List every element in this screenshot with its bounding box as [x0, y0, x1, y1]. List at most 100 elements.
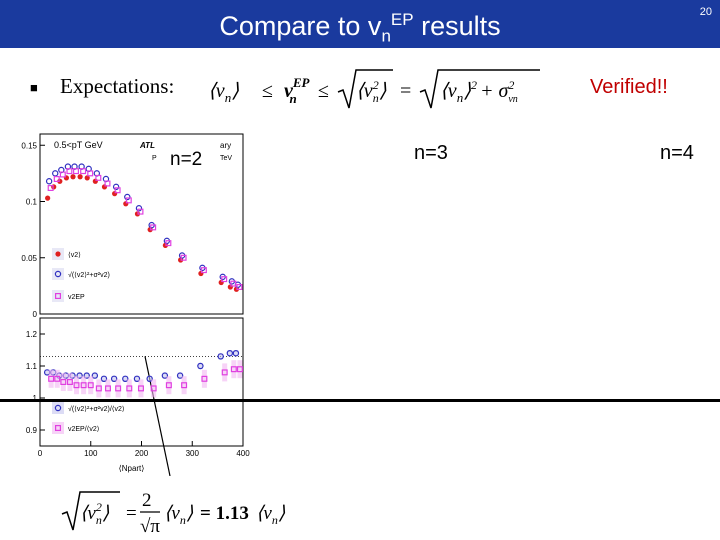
- atlas-plot: 0.15 0.1 0.05 0 1.2 1.1 1 0.9 0 100 200 300 400 ⟨Npar…: [21, 133, 250, 476]
- n2-label: n=2: [170, 149, 202, 170]
- verified-label: Verified!!: [590, 76, 668, 98]
- top-point-red: [77, 174, 83, 180]
- top-point-magenta: [95, 174, 102, 181]
- bottom-point-magenta: [230, 366, 237, 373]
- bottom-rhs2: ⟨vn⟩: [256, 503, 286, 527]
- top-point-magenta: [53, 175, 60, 182]
- bottom-point-magenta: [115, 385, 122, 392]
- legend-label: ⟨v2⟩: [68, 251, 81, 259]
- top-point-magenta: [66, 168, 73, 175]
- top-point-magenta: [200, 267, 207, 274]
- bottom-point-blue: [122, 375, 129, 382]
- bottom-point-magenta: [236, 366, 243, 373]
- bottom-x-tick-label: 400: [236, 449, 250, 458]
- bullet-marker: ■: [30, 80, 38, 95]
- n4-label: n=4: [660, 142, 694, 164]
- top-y-tick-label: 0.05: [21, 254, 37, 263]
- top-y-tick-label: 0: [33, 310, 38, 319]
- bottom-x-tick-label: 0: [38, 449, 43, 458]
- formula-lhs: ⟨vn⟩: [208, 80, 239, 105]
- bottom-rhs: ⟨vn⟩: [164, 503, 194, 527]
- top-point-magenta: [73, 168, 80, 175]
- top-point-blue: [135, 205, 143, 212]
- bottom-error-band: [84, 372, 90, 379]
- bottom-error-band: [138, 379, 144, 398]
- bottom-point-blue: [226, 349, 234, 357]
- top-point-red: [57, 178, 63, 184]
- bottom-y-tick-label: 0.9: [26, 426, 38, 435]
- bottom-legend-label: v2EP/⟨v2⟩: [68, 425, 100, 433]
- bottom-point-magenta: [221, 369, 228, 376]
- bottom-point-blue: [76, 372, 83, 379]
- bottom-error-band: [92, 372, 98, 379]
- top-point-magenta: [104, 180, 111, 187]
- bottom-legend-label: √(⟨v2⟩²+σ²v2)/⟨v2⟩: [68, 405, 125, 413]
- top-point-magenta: [114, 187, 121, 194]
- bottom-error-band: [181, 376, 187, 395]
- bottom-y-tick-label: 1: [33, 394, 38, 403]
- top-point-magenta: [80, 168, 87, 175]
- top-point-magenta: [221, 276, 228, 283]
- bullet-text: Expectations:: [60, 74, 175, 98]
- sqrt-sign-2: [419, 69, 540, 109]
- bottom-error-band: [96, 379, 102, 398]
- bottom-point-magenta: [126, 385, 133, 392]
- bottom-point-magenta: [66, 379, 73, 386]
- bottom-point-blue: [146, 375, 153, 382]
- bottom-error-band: [60, 373, 66, 391]
- top-point-magenta: [87, 170, 94, 177]
- top-point-blue: [45, 178, 53, 185]
- top-point-red: [45, 195, 51, 201]
- bottom-error-band: [63, 372, 69, 379]
- divider-line: [0, 399, 720, 402]
- top-point-magenta: [236, 284, 243, 291]
- bottom-point-blue: [133, 375, 141, 382]
- legend-label: √(⟨v2⟩²+σ²v2): [68, 271, 110, 279]
- legend-swatch: [52, 268, 64, 280]
- sqrt-sign-1: [337, 69, 393, 109]
- bottom-error-band: [147, 375, 153, 382]
- sqrt-sign-3: [61, 491, 120, 531]
- bottom-error-band: [201, 369, 207, 388]
- slide-title: Compare to vnEP results: [219, 10, 501, 46]
- bottom-point-magenta: [54, 375, 61, 382]
- bottom-error-band: [177, 372, 183, 379]
- bottom-error-band: [231, 360, 237, 379]
- bottom-error-band: [162, 372, 168, 379]
- bottom-error-band: [227, 350, 233, 357]
- bottom-error-band: [105, 379, 111, 398]
- title-bar: [0, 0, 720, 48]
- top-point-magenta: [180, 254, 187, 261]
- formula-le-1: ≤: [262, 80, 273, 102]
- legend-marker-red: [55, 251, 61, 257]
- top-point-magenta: [59, 171, 66, 178]
- bottom-point-magenta: [181, 382, 188, 389]
- bottom-error-band: [166, 376, 172, 395]
- bottom-point-blue: [232, 349, 240, 357]
- bottom-error-band: [77, 372, 83, 379]
- bottom-lhs: ⟨v2 n⟩: [80, 500, 110, 527]
- bottom-point-blue: [217, 353, 224, 360]
- bottom-point-blue: [100, 375, 108, 382]
- bottom-y-tick-label: 1.1: [26, 362, 38, 371]
- top-point-red: [70, 174, 76, 180]
- pt-range-label: 0.5<pT GeV: [54, 140, 103, 150]
- bottom-error-band: [48, 369, 54, 388]
- bottom-point-magenta: [48, 375, 55, 382]
- top-point-blue: [112, 183, 120, 191]
- top-point-magenta: [150, 224, 157, 231]
- bottom-error-band: [101, 375, 107, 382]
- legend-marker-blue: [54, 270, 62, 278]
- bottom-x-tick-label: 100: [84, 449, 98, 458]
- bottom-legend-marker-magenta: [54, 425, 61, 432]
- bottom-error-band: [54, 369, 60, 388]
- bottom-point-magenta: [150, 385, 157, 392]
- top-point-red: [218, 279, 224, 286]
- top-point-blue: [124, 193, 131, 201]
- top-y-tick-label: 0.15: [21, 141, 37, 150]
- top-panel-frame: [39, 133, 244, 315]
- bottom-error-band: [151, 379, 157, 398]
- bottom-error-band: [218, 353, 224, 360]
- bottom-error-band: [115, 379, 121, 398]
- bottom-error-band: [126, 379, 132, 398]
